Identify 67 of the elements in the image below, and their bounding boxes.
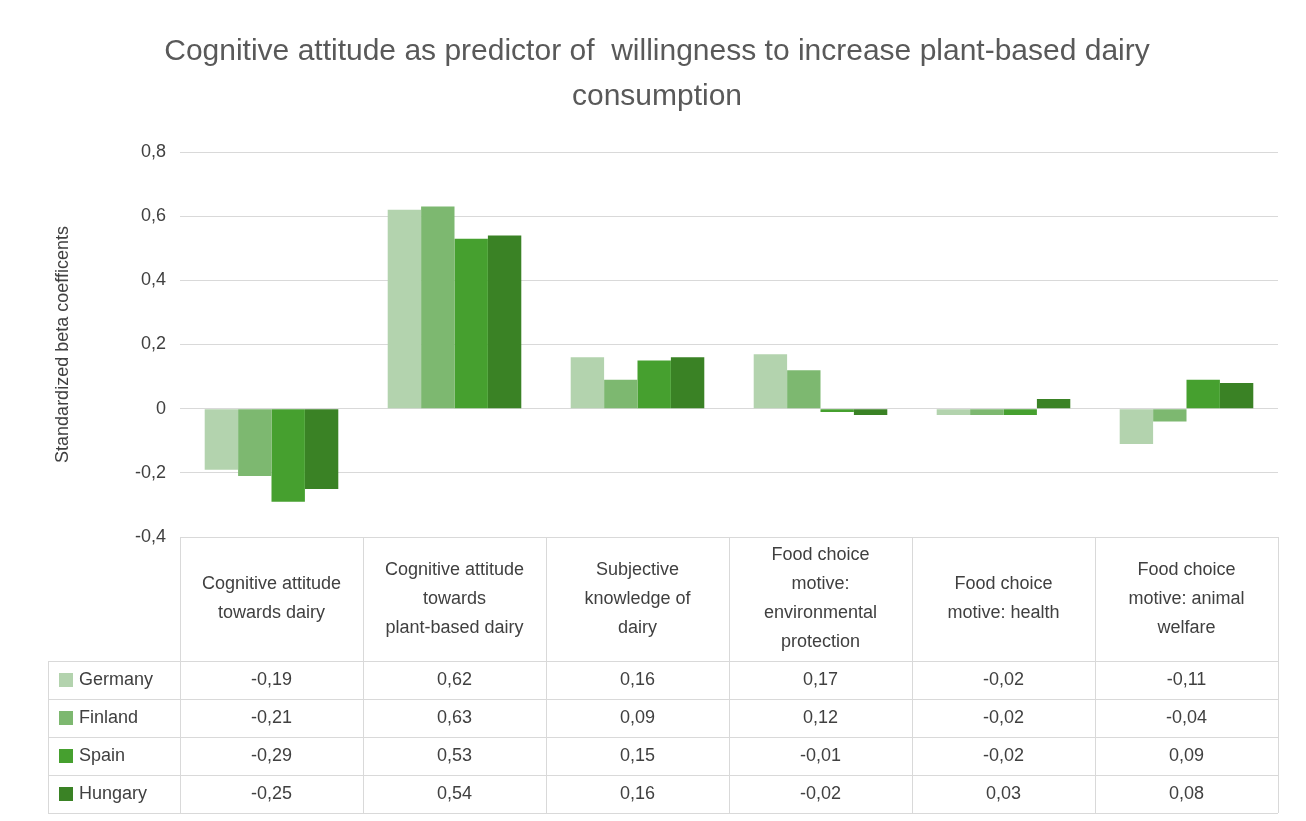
x-tick-label: Subjective knowledge of dairy <box>584 558 692 637</box>
bar <box>204 409 239 470</box>
data-label: -0,02 <box>982 744 1025 765</box>
data-label: -0,29 <box>250 744 293 765</box>
data-label: -0,02 <box>799 782 842 803</box>
y-tick-label: -0,2 <box>134 461 166 482</box>
data-label: -0,02 <box>982 668 1025 689</box>
data-label: 0,09 <box>619 706 656 727</box>
data-label: 0,09 <box>1168 744 1205 765</box>
bar <box>1219 383 1254 409</box>
bar <box>1003 409 1037 416</box>
y-tick-label: -0,4 <box>134 525 166 546</box>
data-label: 0,12 <box>802 706 839 727</box>
y-tick-label: 0,6 <box>140 205 166 226</box>
bar <box>936 409 971 416</box>
data-label: 0,53 <box>436 744 473 765</box>
legend-label: Finland <box>79 706 139 727</box>
data-label: 0,16 <box>619 668 656 689</box>
data-label: 0,03 <box>985 782 1022 803</box>
bar <box>421 206 455 409</box>
bar <box>304 409 339 489</box>
chart-title: Cognitive attitude as predictor of willingness to increase plant-based dairy consumption <box>164 33 1150 112</box>
y-axis-title: Standardized beta coefficents <box>51 226 72 463</box>
bar <box>787 370 821 409</box>
bar <box>487 235 522 409</box>
y-tick-label: 0,4 <box>140 269 166 290</box>
data-label: 0,15 <box>619 744 656 765</box>
data-label: -0,25 <box>250 782 293 803</box>
bar <box>637 360 671 409</box>
legend-label: Germany <box>79 668 154 689</box>
data-label: -0,21 <box>250 706 293 727</box>
y-tick-label: 0,8 <box>140 140 166 161</box>
bar <box>1186 379 1220 409</box>
bar <box>238 409 272 477</box>
y-tick-label: 0,2 <box>140 333 166 354</box>
legend-label: Hungary <box>79 782 148 803</box>
data-label: 0,54 <box>436 782 473 803</box>
data-label: -0,02 <box>982 706 1025 727</box>
bar <box>604 379 638 409</box>
data-label: -0,19 <box>250 668 293 689</box>
data-label: 0,08 <box>1168 782 1205 803</box>
bar <box>853 409 888 416</box>
data-label: -0,04 <box>1165 706 1208 727</box>
data-label: 0,16 <box>619 782 656 803</box>
bar <box>570 357 605 409</box>
data-label: -0,11 <box>1166 668 1207 689</box>
bar <box>271 409 305 502</box>
x-tick-label: Cognitive attitude towards plant-based dairy <box>384 558 525 637</box>
bar <box>1119 409 1154 444</box>
bar <box>1036 399 1071 409</box>
data-label: 0,17 <box>802 668 839 689</box>
legend-label: Spain <box>79 744 126 765</box>
y-tick-label: 0 <box>155 397 166 418</box>
data-label: 0,62 <box>436 668 473 689</box>
x-tick-label: Cognitive attitude towards dairy <box>201 573 342 623</box>
bar <box>970 409 1004 416</box>
data-label: -0,01 <box>799 744 842 765</box>
data-label: 0,63 <box>436 706 473 727</box>
bar <box>820 409 854 412</box>
x-tick-label: Food choice motive: animal welfare <box>1128 558 1245 637</box>
bar <box>753 354 788 409</box>
bar <box>454 238 488 409</box>
bar <box>670 357 705 409</box>
x-tick-label: Food choice motive: health <box>947 573 1060 623</box>
bar <box>1153 409 1187 422</box>
bar <box>387 209 422 409</box>
x-tick-label: Food choice motive: environmental protection <box>763 544 878 652</box>
